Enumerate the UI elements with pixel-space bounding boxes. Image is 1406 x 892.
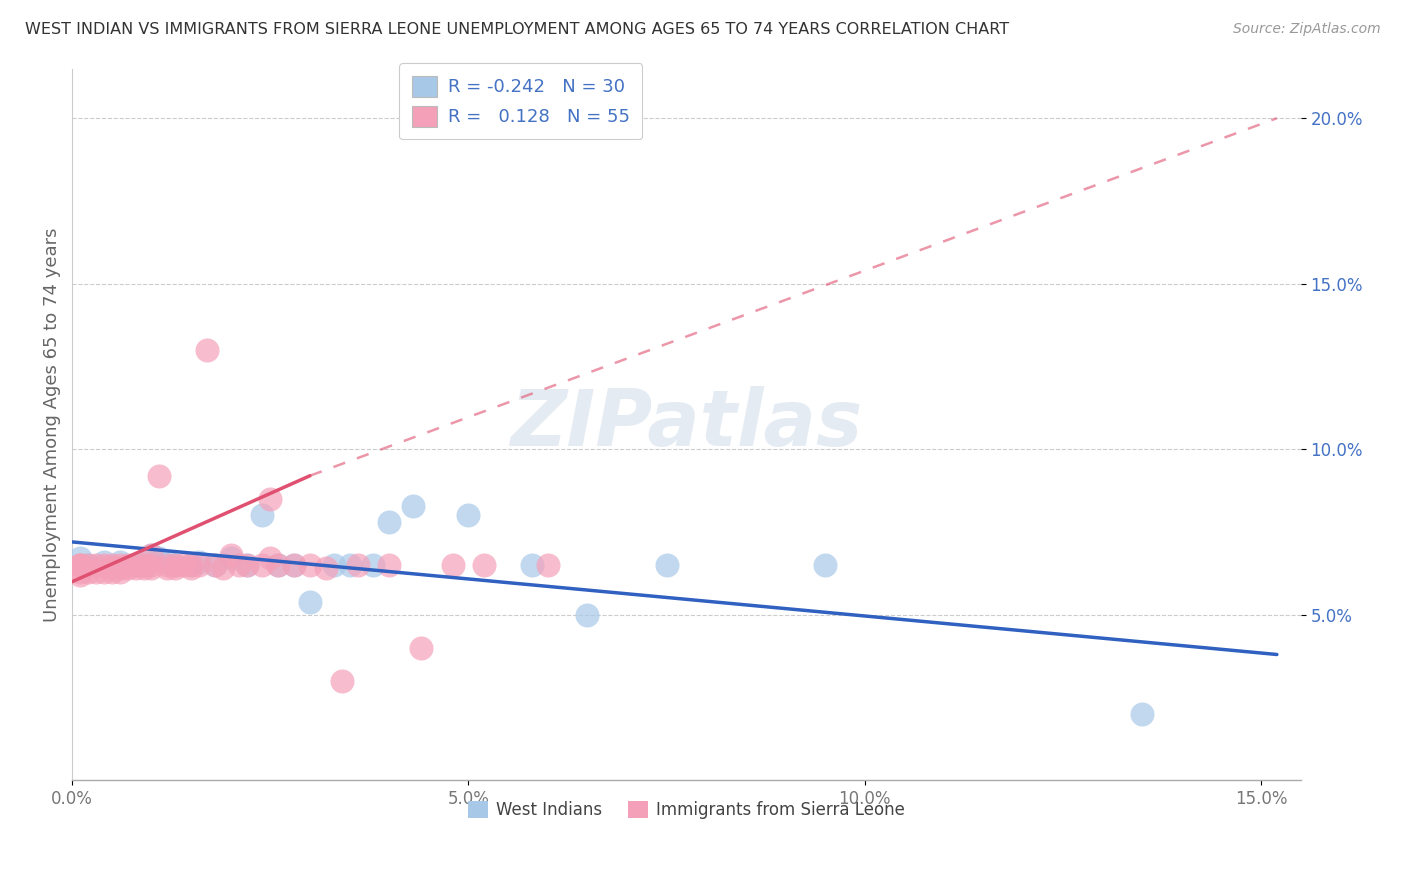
Point xyxy=(132,558,155,573)
Point xyxy=(180,558,202,573)
Point xyxy=(235,558,257,573)
Point xyxy=(283,558,305,573)
Point xyxy=(259,551,281,566)
Point xyxy=(195,343,218,357)
Point xyxy=(283,558,305,573)
Point xyxy=(156,561,179,575)
Point xyxy=(108,561,131,575)
Point xyxy=(204,558,226,573)
Point xyxy=(315,561,337,575)
Point xyxy=(148,551,170,566)
Point xyxy=(252,558,274,573)
Point xyxy=(298,594,321,608)
Point xyxy=(228,558,250,573)
Point xyxy=(188,558,211,573)
Point xyxy=(520,558,543,573)
Point xyxy=(346,558,368,573)
Point xyxy=(132,558,155,573)
Point xyxy=(298,558,321,573)
Point xyxy=(124,561,146,575)
Point xyxy=(172,558,194,573)
Point xyxy=(409,640,432,655)
Point xyxy=(339,558,361,573)
Point xyxy=(363,558,385,573)
Point xyxy=(537,558,560,573)
Point xyxy=(84,558,107,573)
Point xyxy=(211,561,233,575)
Point xyxy=(576,607,599,622)
Point xyxy=(108,558,131,573)
Point xyxy=(84,565,107,579)
Point xyxy=(235,558,257,573)
Point xyxy=(77,558,100,573)
Point xyxy=(69,551,91,566)
Point xyxy=(378,558,401,573)
Point xyxy=(252,508,274,523)
Point xyxy=(259,491,281,506)
Point xyxy=(93,565,115,579)
Point xyxy=(378,515,401,529)
Point xyxy=(180,561,202,575)
Text: WEST INDIAN VS IMMIGRANTS FROM SIERRA LEONE UNEMPLOYMENT AMONG AGES 65 TO 74 YEA: WEST INDIAN VS IMMIGRANTS FROM SIERRA LE… xyxy=(25,22,1010,37)
Point xyxy=(165,561,187,575)
Point xyxy=(69,558,91,573)
Point xyxy=(77,558,100,573)
Point xyxy=(814,558,837,573)
Point xyxy=(204,558,226,573)
Point xyxy=(322,558,344,573)
Point xyxy=(124,558,146,573)
Point xyxy=(188,555,211,569)
Point xyxy=(165,558,187,573)
Point xyxy=(93,555,115,569)
Point xyxy=(441,558,464,573)
Legend: West Indians, Immigrants from Sierra Leone: West Indians, Immigrants from Sierra Leo… xyxy=(461,794,911,825)
Point xyxy=(141,558,163,573)
Point xyxy=(457,508,479,523)
Point xyxy=(108,555,131,569)
Point xyxy=(77,565,100,579)
Point xyxy=(141,561,163,575)
Point xyxy=(93,558,115,573)
Point xyxy=(141,548,163,562)
Point xyxy=(156,558,179,573)
Point xyxy=(69,558,91,573)
Point xyxy=(101,561,124,575)
Point xyxy=(330,673,353,688)
Point xyxy=(69,568,91,582)
Text: Source: ZipAtlas.com: Source: ZipAtlas.com xyxy=(1233,22,1381,37)
Point xyxy=(472,558,495,573)
Point xyxy=(219,548,242,562)
Point xyxy=(180,558,202,573)
Point xyxy=(124,558,146,573)
Point xyxy=(219,551,242,566)
Point xyxy=(1130,707,1153,722)
Point xyxy=(655,558,678,573)
Point xyxy=(101,565,124,579)
Point xyxy=(117,561,139,575)
Point xyxy=(108,565,131,579)
Point xyxy=(69,565,91,579)
Point xyxy=(402,499,425,513)
Point xyxy=(117,558,139,573)
Text: ZIPatlas: ZIPatlas xyxy=(510,386,862,462)
Point xyxy=(69,558,91,573)
Y-axis label: Unemployment Among Ages 65 to 74 years: Unemployment Among Ages 65 to 74 years xyxy=(44,227,60,622)
Point xyxy=(101,558,124,573)
Point xyxy=(132,561,155,575)
Point xyxy=(165,558,187,573)
Point xyxy=(267,558,290,573)
Point xyxy=(267,558,290,573)
Point xyxy=(148,468,170,483)
Point xyxy=(141,548,163,562)
Point xyxy=(156,555,179,569)
